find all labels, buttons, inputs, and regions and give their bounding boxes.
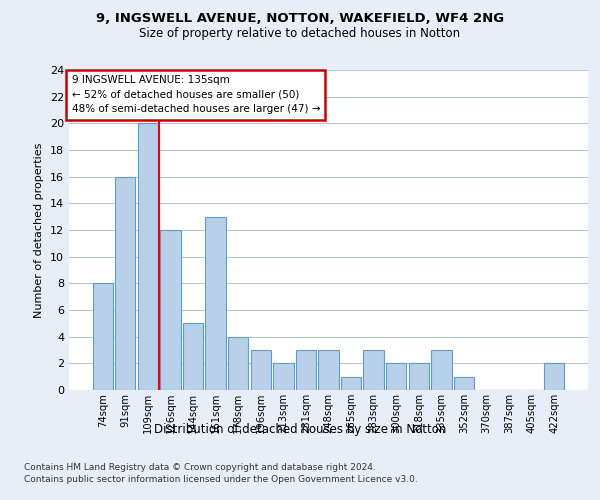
Bar [273, 364, 293, 390]
Bar [251, 350, 271, 390]
Bar [138, 124, 158, 390]
Text: Contains public sector information licensed under the Open Government Licence v3: Contains public sector information licen… [24, 475, 418, 484]
Bar [296, 350, 316, 390]
Bar [319, 350, 338, 390]
Text: 9, INGSWELL AVENUE, NOTTON, WAKEFIELD, WF4 2NG: 9, INGSWELL AVENUE, NOTTON, WAKEFIELD, W… [96, 12, 504, 26]
Y-axis label: Number of detached properties: Number of detached properties [34, 142, 44, 318]
Text: Distribution of detached houses by size in Notton: Distribution of detached houses by size … [154, 422, 446, 436]
Bar [341, 376, 361, 390]
Bar [431, 350, 452, 390]
Bar [454, 376, 474, 390]
Bar [386, 364, 406, 390]
Bar [228, 336, 248, 390]
Bar [160, 230, 181, 390]
Text: Size of property relative to detached houses in Notton: Size of property relative to detached ho… [139, 28, 461, 40]
Text: Contains HM Land Registry data © Crown copyright and database right 2024.: Contains HM Land Registry data © Crown c… [24, 462, 376, 471]
Bar [115, 176, 136, 390]
Bar [92, 284, 113, 390]
Bar [364, 350, 384, 390]
Bar [205, 216, 226, 390]
Bar [183, 324, 203, 390]
Bar [409, 364, 429, 390]
Text: 9 INGSWELL AVENUE: 135sqm
← 52% of detached houses are smaller (50)
48% of semi-: 9 INGSWELL AVENUE: 135sqm ← 52% of detac… [71, 75, 320, 114]
Bar [544, 364, 565, 390]
